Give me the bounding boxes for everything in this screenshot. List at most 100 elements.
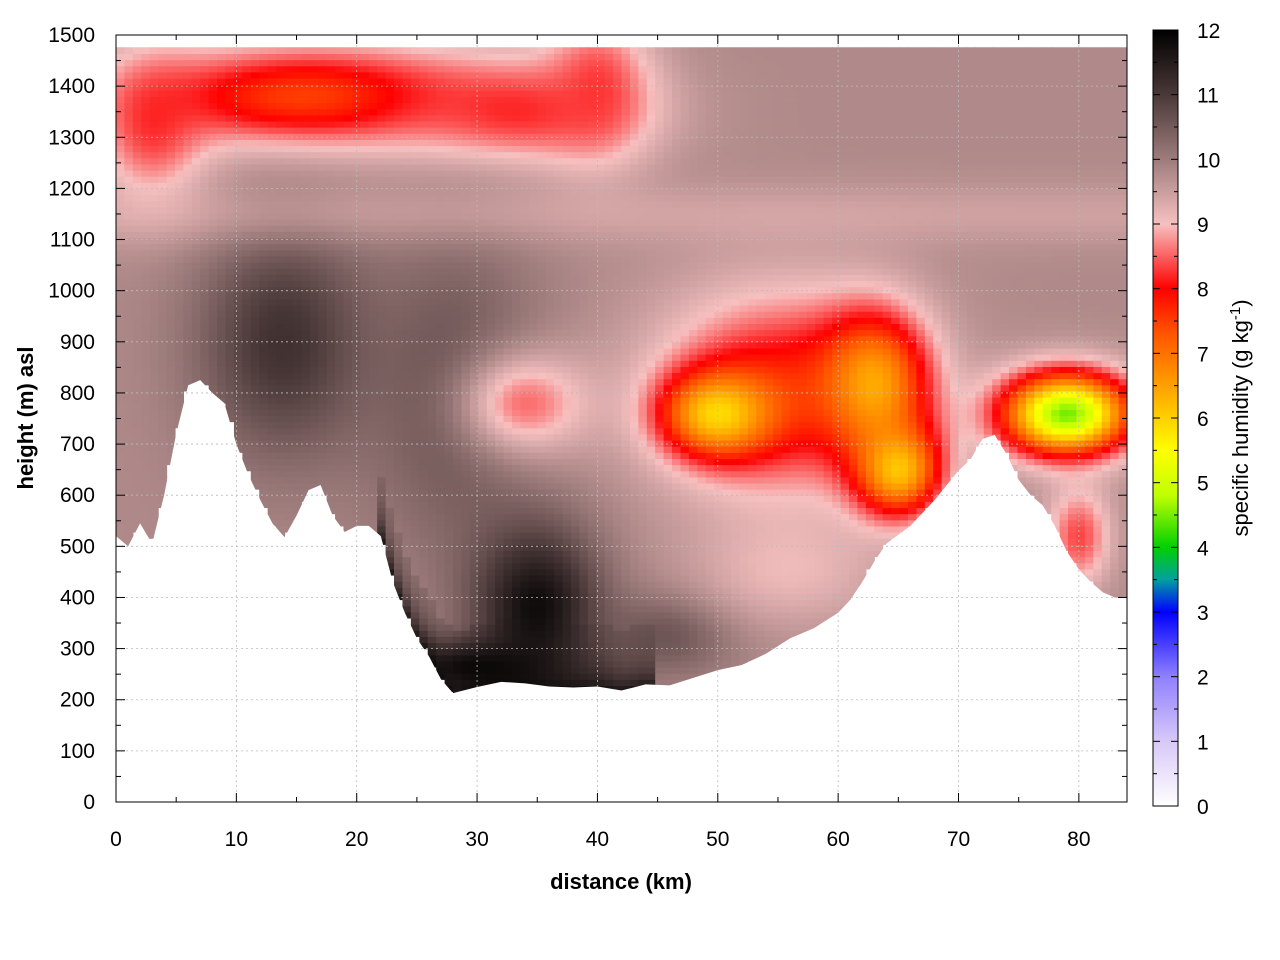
humidity-cell bbox=[116, 341, 126, 349]
humidity-cell bbox=[537, 84, 547, 91]
humidity-cell bbox=[360, 145, 370, 153]
humidity-cell bbox=[360, 151, 370, 159]
humidity-cell bbox=[124, 96, 134, 104]
humidity-cell bbox=[284, 482, 294, 490]
humidity-cell bbox=[570, 268, 580, 275]
humidity-cell bbox=[503, 482, 513, 490]
humidity-cell bbox=[410, 360, 420, 367]
humidity-cell bbox=[368, 409, 378, 417]
humidity-cell bbox=[511, 47, 521, 55]
humidity-cell bbox=[520, 568, 530, 576]
humidity-cell bbox=[453, 188, 463, 196]
humidity-cell bbox=[385, 169, 395, 177]
humidity-cell bbox=[486, 127, 496, 134]
humidity-cell bbox=[402, 347, 412, 355]
humidity-cell bbox=[402, 317, 412, 324]
humidity-cell bbox=[419, 169, 429, 177]
humidity-cell bbox=[132, 482, 142, 490]
humidity-cell bbox=[124, 311, 134, 318]
humidity-cell bbox=[343, 188, 353, 196]
humidity-cell bbox=[402, 544, 412, 552]
humidity-cell bbox=[461, 127, 471, 134]
humidity-cell bbox=[284, 47, 294, 55]
humidity-cell bbox=[191, 280, 201, 288]
humidity-cell bbox=[511, 636, 521, 644]
humidity-cell bbox=[124, 139, 134, 147]
humidity-cell bbox=[410, 139, 420, 147]
humidity-cell bbox=[166, 90, 176, 97]
humidity-cell bbox=[520, 163, 530, 171]
humidity-cell bbox=[545, 311, 555, 318]
humidity-cell bbox=[208, 120, 218, 128]
humidity-cell bbox=[301, 182, 311, 189]
humidity-cell bbox=[368, 163, 378, 171]
humidity-cell bbox=[183, 84, 193, 91]
humidity-cell bbox=[562, 544, 572, 552]
humidity-cell bbox=[132, 439, 142, 447]
humidity-cell bbox=[124, 409, 134, 417]
humidity-cell bbox=[166, 157, 176, 165]
humidity-cell bbox=[419, 495, 429, 502]
humidity-cell bbox=[419, 274, 429, 282]
humidity-cell bbox=[183, 219, 193, 226]
humidity-cell bbox=[200, 176, 210, 183]
humidity-cell bbox=[570, 262, 580, 269]
humidity-cell bbox=[292, 507, 302, 515]
humidity-cell bbox=[537, 65, 547, 73]
humidity-cell bbox=[225, 219, 235, 226]
humidity-cell bbox=[495, 133, 505, 140]
humidity-cell bbox=[537, 47, 547, 55]
humidity-cell bbox=[385, 194, 395, 202]
humidity-cell bbox=[453, 212, 463, 220]
humidity-cell bbox=[225, 84, 235, 91]
humidity-cell bbox=[554, 415, 564, 423]
humidity-cell bbox=[385, 108, 395, 116]
humidity-cell bbox=[335, 341, 345, 349]
humidity-cell bbox=[427, 243, 437, 251]
humidity-cell bbox=[478, 397, 488, 404]
humidity-cell bbox=[402, 65, 412, 73]
humidity-cell bbox=[284, 84, 294, 91]
humidity-cell bbox=[292, 206, 302, 214]
humidity-cell bbox=[233, 127, 243, 134]
humidity-cell bbox=[461, 390, 471, 398]
humidity-cell bbox=[562, 532, 572, 539]
humidity-cell bbox=[503, 311, 513, 318]
humidity-cell bbox=[351, 495, 361, 502]
humidity-cell bbox=[436, 255, 446, 263]
humidity-cell bbox=[191, 59, 201, 67]
humidity-cell bbox=[511, 133, 521, 140]
humidity-cell bbox=[166, 133, 176, 140]
humidity-cell bbox=[301, 157, 311, 165]
humidity-cell bbox=[217, 360, 227, 367]
humidity-cell bbox=[554, 176, 564, 183]
humidity-cell bbox=[284, 347, 294, 355]
humidity-cell bbox=[343, 206, 353, 214]
humidity-cell bbox=[554, 194, 564, 202]
humidity-cell bbox=[511, 219, 521, 226]
humidity-cell bbox=[427, 648, 437, 656]
humidity-cell bbox=[410, 71, 420, 79]
humidity-cell bbox=[141, 268, 151, 275]
humidity-cell bbox=[520, 654, 530, 662]
humidity-cell bbox=[250, 77, 260, 85]
humidity-cell bbox=[166, 182, 176, 189]
humidity-cell bbox=[436, 347, 446, 355]
humidity-cell bbox=[242, 286, 252, 294]
humidity-cell bbox=[545, 329, 555, 337]
humidity-cell bbox=[436, 433, 446, 441]
humidity-cell bbox=[394, 495, 404, 502]
humidity-cell bbox=[579, 489, 589, 496]
humidity-cell bbox=[596, 231, 606, 239]
humidity-cell bbox=[520, 630, 530, 637]
humidity-cell bbox=[343, 77, 353, 85]
humidity-cell bbox=[511, 452, 521, 459]
humidity-cell bbox=[453, 200, 463, 208]
humidity-cell bbox=[242, 249, 252, 257]
humidity-cell bbox=[495, 458, 505, 466]
humidity-cell bbox=[141, 139, 151, 147]
humidity-cell bbox=[596, 654, 606, 662]
humidity-cell bbox=[444, 489, 454, 496]
humidity-cell bbox=[225, 157, 235, 165]
humidity-cell bbox=[267, 354, 277, 361]
